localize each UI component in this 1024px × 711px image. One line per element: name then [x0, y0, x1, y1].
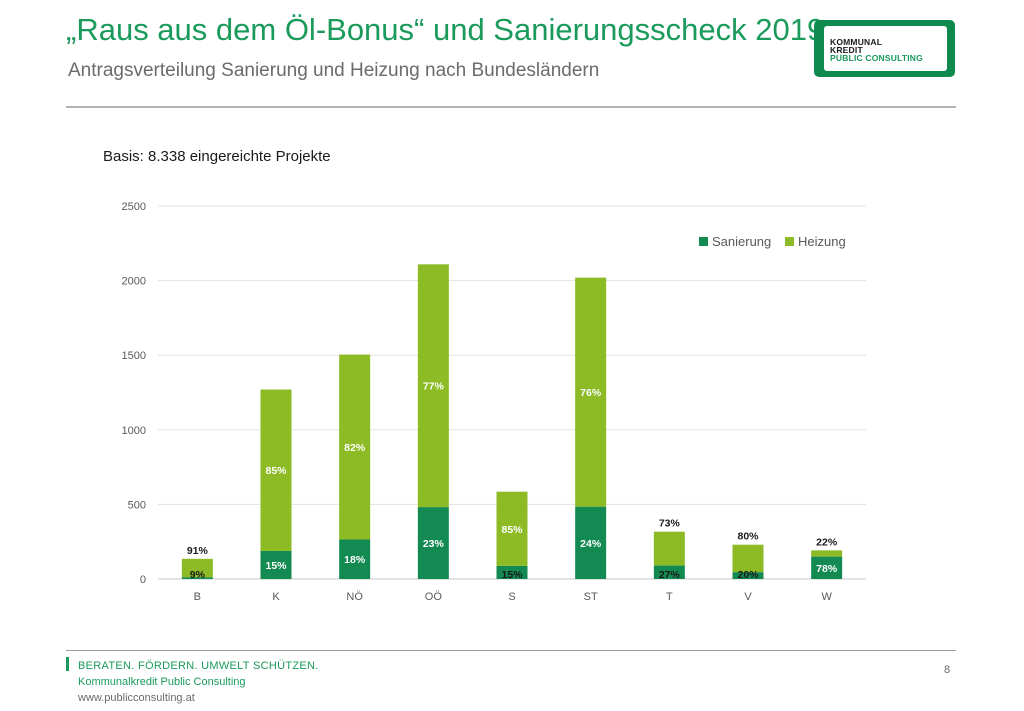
data-label-heizung: 82% — [344, 442, 366, 454]
footer-company: Kommunalkredit Public Consulting — [78, 676, 246, 688]
data-label-heizung: 77% — [423, 381, 445, 393]
data-label-sanierung: 23% — [423, 538, 445, 550]
x-tick-label: T — [666, 591, 673, 603]
data-label-sanierung: 24% — [580, 538, 602, 550]
basis-note: Basis: 8.338 eingereichte Projekte — [103, 148, 331, 165]
footer-accent-bar — [66, 657, 69, 671]
logo-text: KOMMUNAL KREDIT PUBLIC CONSULTING — [830, 37, 923, 63]
y-tick-label: 500 — [128, 499, 146, 511]
y-tick-label: 2500 — [122, 201, 146, 213]
bar-heizung — [575, 277, 607, 507]
bar-heizung — [811, 550, 843, 557]
x-tick-label: B — [194, 591, 201, 603]
bar-heizung — [181, 558, 213, 578]
bar-sanierung — [496, 565, 528, 579]
x-tick-label: W — [821, 591, 832, 603]
x-tick-label: K — [272, 591, 280, 603]
bar-sanierung — [339, 539, 371, 579]
bar-heizung — [653, 531, 685, 566]
y-tick-label: 1500 — [122, 350, 146, 362]
bar-sanierung — [811, 556, 843, 579]
logo-panel: KOMMUNAL KREDIT PUBLIC CONSULTING — [824, 26, 947, 71]
data-label-sanierung: 20% — [737, 569, 759, 581]
legend-label: Heizung — [798, 234, 846, 249]
chart-legend: Sanierung Heizung — [699, 234, 846, 249]
bar-sanierung — [181, 577, 213, 579]
data-label-sanierung: 27% — [659, 569, 681, 581]
bar-heizung — [732, 544, 764, 573]
y-tick-label: 2000 — [122, 276, 146, 288]
x-tick-label: V — [744, 591, 752, 603]
header-divider — [66, 106, 956, 108]
label-layer: B 9% 91% K 15% 85% NÖ 18% 82% OÖ 23% 77% S 15% 85% ST 24… — [187, 381, 838, 603]
y-tick-label: 0 — [140, 574, 146, 586]
bar-layer — [181, 264, 843, 579]
page-title: „Raus aus dem Öl-Bonus“ und Sanierungssc… — [66, 12, 825, 47]
footer-divider — [66, 650, 956, 651]
data-label-heizung: 91% — [187, 545, 209, 557]
legend-swatch — [699, 237, 708, 246]
legend-label: Sanierung — [712, 234, 771, 249]
page-number: 8 — [944, 664, 951, 676]
legend-swatch — [785, 237, 794, 246]
grid-layer: 0 500 1000 1500 2000 2500 — [122, 201, 866, 586]
data-label-heizung: 76% — [580, 387, 602, 399]
x-tick-label: ST — [584, 591, 598, 603]
bar-heizung — [260, 389, 292, 551]
bar-sanierung — [575, 506, 607, 579]
data-label-heizung: 22% — [816, 536, 838, 548]
bar-heizung — [417, 264, 449, 508]
logo-line-3: PUBLIC CONSULTING — [830, 53, 923, 63]
data-label-sanierung: 15% — [265, 560, 287, 572]
footer-tagline: BERATEN. FÖRDERN. UMWELT SCHÜTZEN. — [78, 660, 319, 672]
logo-line-1: KOMMUNAL — [830, 37, 883, 47]
data-label-sanierung: 9% — [190, 569, 206, 581]
bar-heizung — [496, 491, 528, 566]
data-label-heizung: 80% — [737, 531, 759, 543]
data-label-sanierung: 15% — [501, 569, 523, 581]
x-tick-label: OÖ — [425, 591, 443, 603]
bar-sanierung — [653, 565, 685, 579]
bar-sanierung — [417, 507, 449, 579]
data-label-sanierung: 18% — [344, 554, 366, 566]
company-logo: KOMMUNAL KREDIT PUBLIC CONSULTING — [814, 20, 955, 77]
page-subtitle: Antragsverteilung Sanierung und Heizung … — [68, 60, 600, 81]
bar-sanierung — [732, 572, 764, 579]
footer-url-link[interactable]: www.publicconsulting.at — [78, 692, 195, 704]
x-tick-label: S — [508, 591, 515, 603]
bar-sanierung — [260, 550, 292, 579]
data-label-heizung: 85% — [265, 465, 287, 477]
bar-heizung — [339, 354, 371, 540]
data-label-heizung: 85% — [501, 524, 523, 536]
logo-line-2: KREDIT — [830, 45, 863, 55]
data-label-heizung: 73% — [659, 518, 681, 530]
y-tick-label: 1000 — [122, 425, 146, 437]
x-tick-label: NÖ — [346, 591, 363, 603]
data-label-sanierung: 78% — [816, 563, 838, 575]
